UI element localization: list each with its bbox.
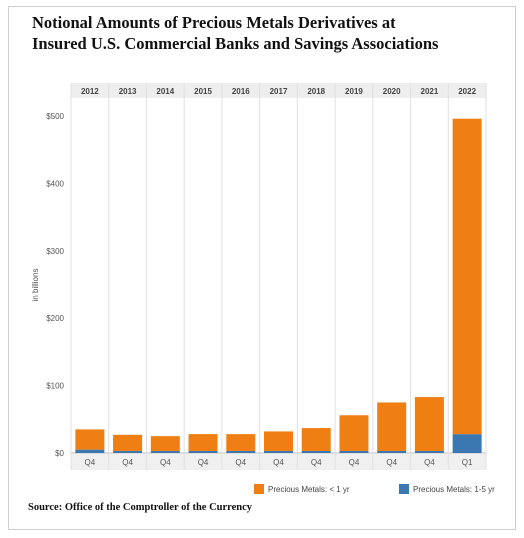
y-tick-label: $0 [55, 449, 64, 458]
bar-lt-1yr [75, 429, 105, 450]
quarter-label: Q4 [85, 458, 96, 467]
bar-1-5yr [377, 450, 407, 453]
y-tick-label: $500 [46, 112, 64, 121]
year-label: 2014 [156, 87, 174, 96]
source-note: Source: Office of the Comptroller of the… [28, 502, 253, 513]
chart-title: Notional Amounts of Precious Metals Deri… [32, 13, 439, 53]
bar-lt-1yr [414, 397, 444, 451]
year-label: 2019 [345, 87, 363, 96]
y-tick-label: $400 [46, 179, 64, 188]
bar-1-5yr [150, 450, 180, 453]
y-tick-label: $100 [46, 382, 64, 391]
quarter-label: Q4 [160, 458, 171, 467]
bar-lt-1yr [113, 434, 143, 451]
year-label: 2022 [458, 87, 476, 96]
bar-1-5yr [301, 450, 331, 453]
bar-lt-1yr [264, 431, 293, 451]
legend-label-lt-1yr: Precious Metals: < 1 yr [268, 485, 350, 494]
year-label: 2015 [194, 87, 212, 96]
year-label: 2012 [81, 87, 99, 96]
quarter-label: Q4 [386, 458, 397, 467]
legend-swatch-lt-1yr [254, 484, 264, 494]
year-label: 2020 [383, 87, 401, 96]
bar-1-5yr [75, 449, 105, 453]
bar-lt-1yr [150, 436, 180, 451]
bar-lt-1yr [226, 434, 256, 451]
legend-swatch-1-5yr [399, 484, 409, 494]
bar-1-5yr [414, 450, 444, 453]
quarter-label: Q4 [424, 458, 435, 467]
year-label: 2016 [232, 87, 250, 96]
bar-1-5yr [339, 450, 369, 453]
quarter-header-band [71, 454, 486, 470]
y-axis-label: in billions [31, 269, 40, 302]
quarter-label: Q4 [235, 458, 246, 467]
year-header-band [71, 83, 486, 98]
bar-lt-1yr [301, 428, 331, 451]
legend-label-1-5yr: Precious Metals: 1-5 yr [413, 485, 495, 494]
bar-1-5yr [226, 450, 256, 453]
bar-1-5yr [452, 434, 482, 453]
bar-lt-1yr [452, 118, 482, 435]
bar-lt-1yr [339, 415, 369, 451]
y-tick-label: $300 [46, 247, 64, 256]
bar-lt-1yr [377, 402, 407, 451]
bar-1-5yr [113, 450, 143, 453]
bar-lt-1yr [188, 434, 218, 451]
quarter-label: Q4 [311, 458, 322, 467]
year-label: 2017 [270, 87, 288, 96]
bar-1-5yr [188, 450, 218, 453]
quarter-label: Q4 [122, 458, 133, 467]
quarter-label: Q1 [462, 458, 473, 467]
quarter-label: Q4 [273, 458, 284, 467]
bar-1-5yr [264, 450, 293, 453]
year-label: 2013 [119, 87, 137, 96]
y-tick-label: $200 [46, 314, 64, 323]
year-label: 2018 [307, 87, 325, 96]
quarter-label: Q4 [198, 458, 209, 467]
year-label: 2021 [421, 87, 439, 96]
quarter-label: Q4 [349, 458, 360, 467]
